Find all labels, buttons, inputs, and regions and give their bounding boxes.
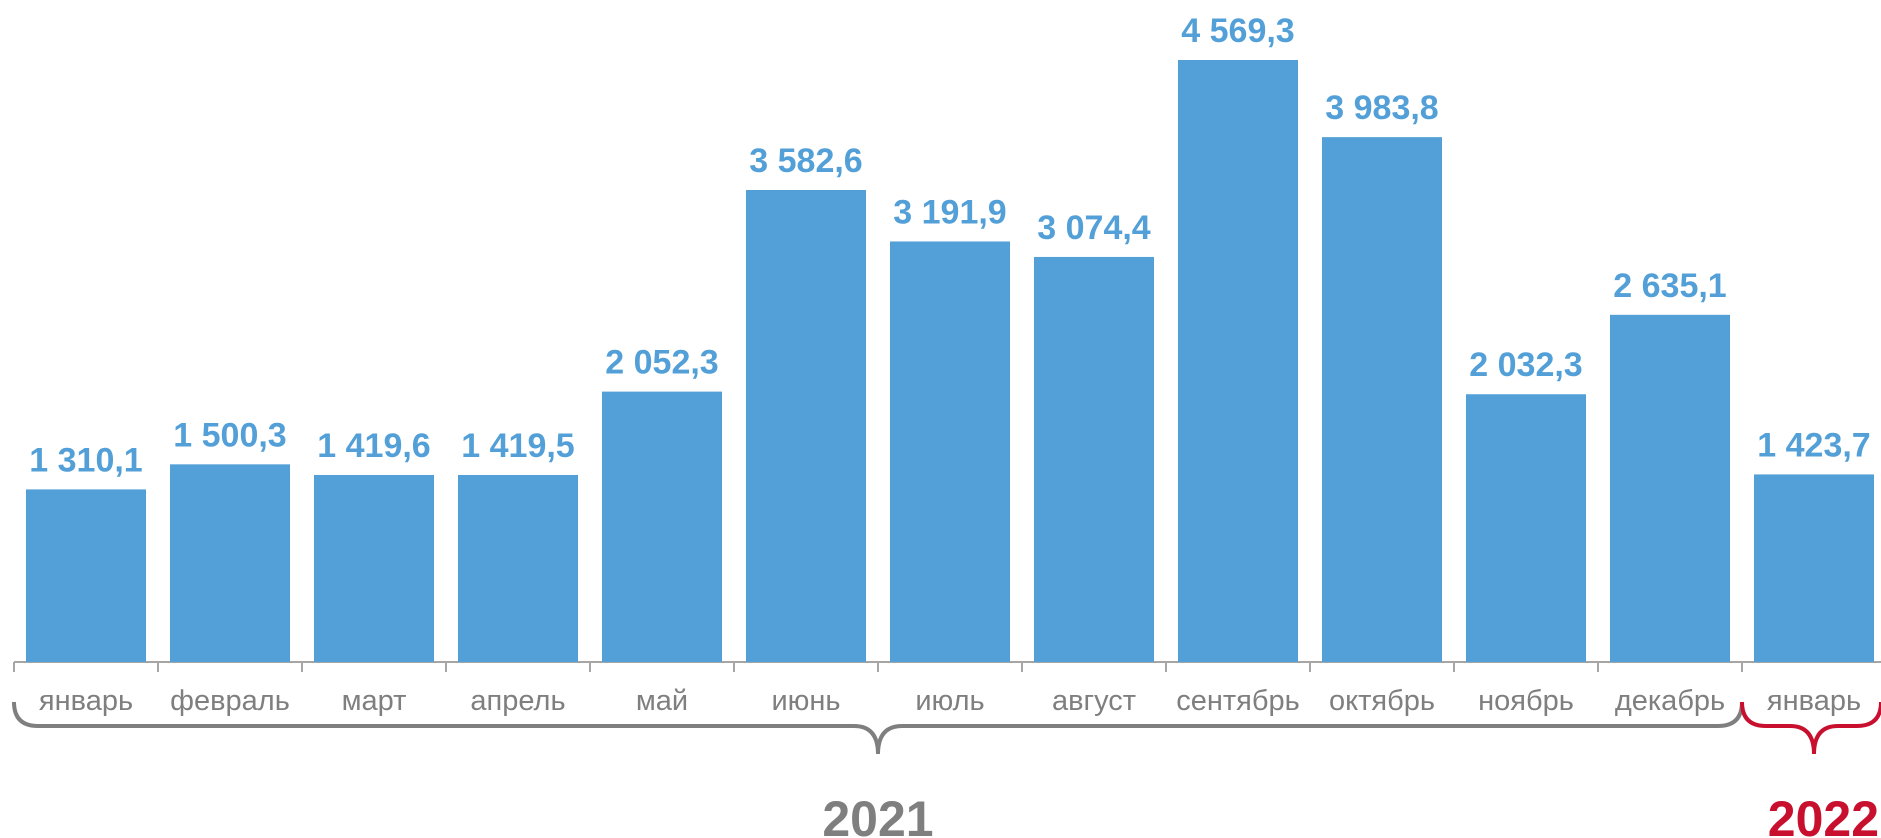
bars: [26, 60, 1874, 663]
bar: [1034, 256, 1154, 662]
year-brace: [1740, 701, 1881, 755]
category-label: январь: [1767, 685, 1861, 717]
bar: [1322, 137, 1442, 663]
category-label: декабрь: [1615, 685, 1725, 717]
category-label: май: [636, 685, 688, 717]
data-label: 2 032,3: [1469, 346, 1582, 384]
bar: [458, 474, 578, 662]
data-label: 4 569,3: [1181, 12, 1294, 50]
data-label: 1 500,3: [173, 416, 286, 454]
year-braces: [12, 701, 1881, 755]
bar: [26, 489, 146, 662]
data-label: 3 582,6: [749, 142, 862, 180]
category-labels: январь февраль март апрель май июнь июль август…: [39, 685, 1861, 717]
category-label: сентябрь: [1176, 685, 1299, 717]
year-labels: 2021 2022: [822, 791, 1879, 838]
value-labels: 1 310,1 1 500,3 1 419,6 1 419,5 2 052,3 3 582…: [29, 12, 1870, 479]
category-label: ноябрь: [1478, 685, 1574, 717]
category-label: январь: [39, 685, 133, 717]
bar: [170, 464, 290, 662]
data-label: 2 635,1: [1613, 267, 1726, 305]
data-label: 3 983,8: [1325, 89, 1438, 127]
category-label: июнь: [771, 685, 840, 717]
bar: [1754, 474, 1874, 662]
bar: [602, 391, 722, 662]
category-label: октябрь: [1329, 685, 1435, 717]
category-label: март: [342, 685, 407, 717]
category-label: февраль: [170, 685, 290, 717]
data-label: 3 191,9: [893, 193, 1006, 231]
category-label: апрель: [470, 685, 565, 717]
year-label: 2022: [1768, 791, 1879, 838]
year-brace: [12, 701, 1744, 755]
bar: [890, 241, 1010, 662]
bar: [746, 189, 866, 662]
bar: [1610, 314, 1730, 662]
bar: [1178, 60, 1298, 662]
data-label: 3 074,4: [1037, 209, 1151, 247]
data-label: 1 310,1: [29, 441, 142, 479]
x-axis-ticks: [13, 662, 1743, 672]
data-label: 2 052,3: [605, 344, 718, 382]
category-label: август: [1052, 685, 1136, 717]
data-label: 1 423,7: [1757, 426, 1870, 464]
bar: [1466, 394, 1586, 662]
data-label: 1 419,5: [461, 427, 574, 465]
bar: [314, 474, 434, 662]
category-label: июль: [915, 685, 984, 717]
year-label: 2021: [822, 791, 933, 838]
data-label: 1 419,6: [317, 427, 430, 465]
